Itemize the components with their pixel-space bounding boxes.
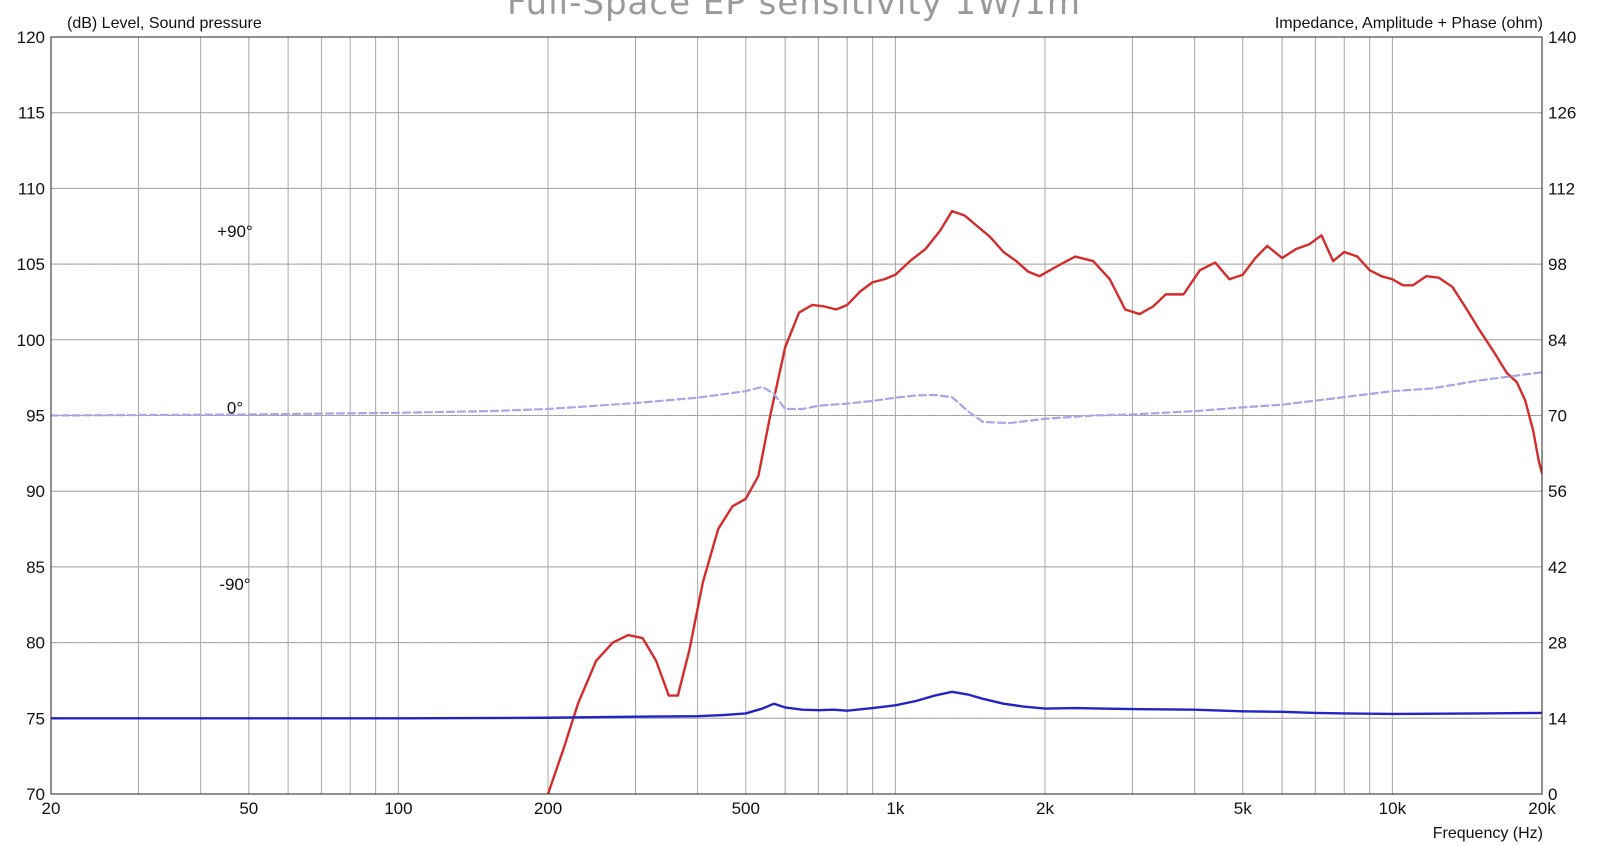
x-tick-label: 5k — [1234, 799, 1252, 818]
y2-tick-label: 70 — [1548, 407, 1567, 426]
x-tick-label: 500 — [732, 799, 760, 818]
y-tick-label: 85 — [26, 558, 45, 577]
series-spl-line — [546, 209, 1542, 794]
y2-tick-label: 14 — [1548, 709, 1567, 728]
y-tick-label: 110 — [18, 179, 45, 198]
grid — [51, 37, 1542, 794]
y2-tick-label: 0 — [1548, 785, 1557, 804]
y2-tick-label: 56 — [1548, 482, 1567, 501]
x-tick-label: 2k — [1036, 799, 1054, 818]
x-tick-label: 50 — [239, 799, 258, 818]
y2-tick-label: 126 — [1548, 104, 1576, 123]
phase-label: -90° — [219, 575, 250, 594]
y2-tick-label: 28 — [1548, 634, 1567, 653]
y-tick-label: 70 — [26, 785, 45, 804]
y-tick-label: 90 — [26, 482, 45, 501]
y-tick-label: 95 — [26, 407, 45, 426]
right-axis-title: Impedance, Amplitude + Phase (ohm) — [1275, 15, 1543, 32]
y2-tick-label: 42 — [1548, 558, 1567, 577]
left-axis-title: (dB) Level, Sound pressure — [67, 15, 262, 32]
series-group — [51, 209, 1542, 794]
phase-label: +90° — [217, 222, 253, 241]
x-tick-label: 100 — [384, 799, 412, 818]
x-axis-title: Frequency (Hz) — [1433, 825, 1543, 842]
x-tick-label: 200 — [534, 799, 562, 818]
chart-title: Full-Space EP sensitivity 1W/1m — [507, 0, 1081, 23]
tick-labels: 70 75 80 85 90 95 100 105 110 115 120 0 14 28 42 56 70 84… — [17, 28, 1577, 818]
y-tick-label: 105 — [17, 255, 45, 274]
y-tick-label: 115 — [18, 104, 45, 123]
y2-tick-label: 112 — [1548, 179, 1575, 198]
y-tick-label: 80 — [26, 634, 45, 653]
x-tick-label: 20k — [1528, 799, 1556, 818]
y-tick-label: 75 — [26, 709, 45, 728]
y2-tick-label: 98 — [1548, 255, 1567, 274]
y2-tick-label: 84 — [1548, 331, 1567, 350]
series-impedance-phase-line — [51, 371, 1542, 425]
x-tick-label: 20 — [42, 799, 61, 818]
series-impedance-magnitude-line — [51, 690, 1542, 720]
x-tick-label: 10k — [1379, 799, 1407, 818]
y2-tick-label: 140 — [1548, 28, 1576, 47]
phase-label: 0° — [227, 399, 243, 418]
x-tick-label: 1k — [886, 799, 904, 818]
plot-frame — [50, 36, 1543, 795]
y-tick-label: 120 — [17, 28, 45, 47]
y-tick-label: 100 — [17, 331, 45, 350]
